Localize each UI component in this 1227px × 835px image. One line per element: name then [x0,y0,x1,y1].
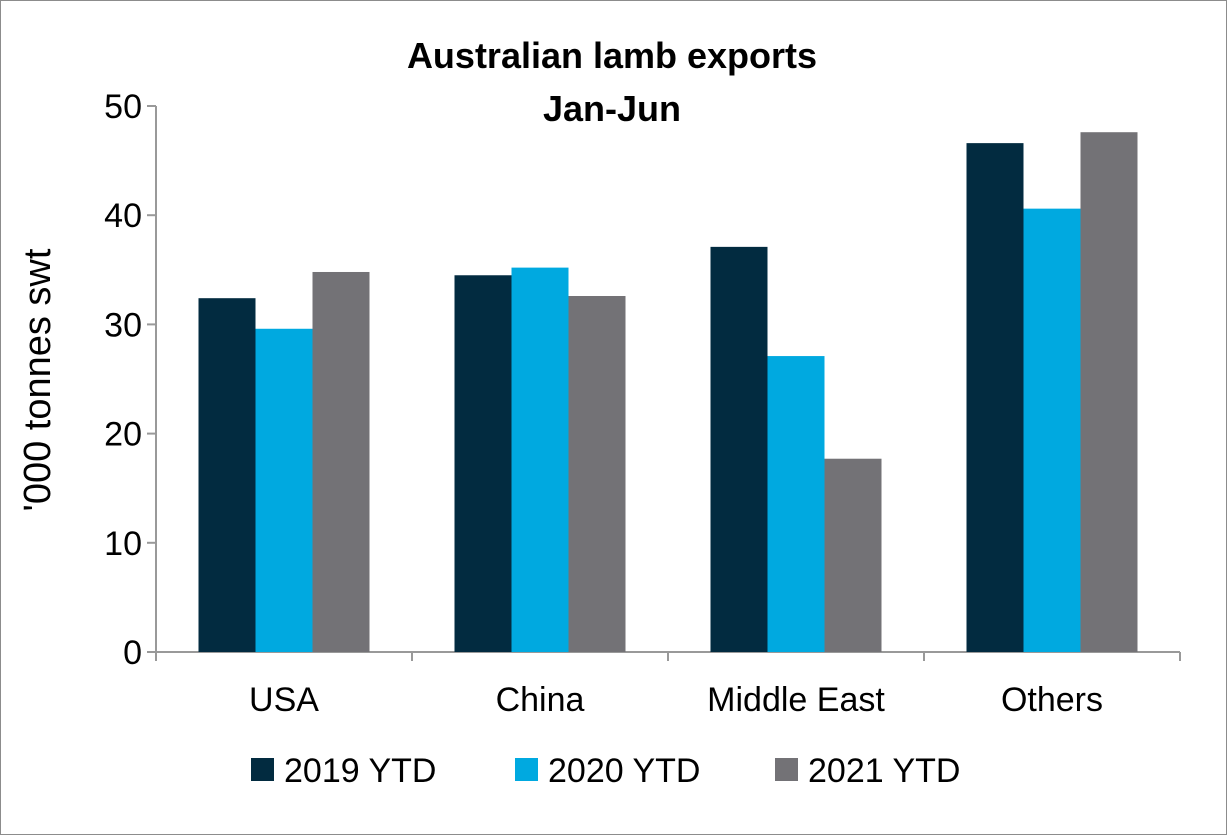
y-tick-label: 0 [123,634,142,672]
category-labels: USA China Middle East Others [249,681,1103,719]
category-label: China [496,681,585,719]
bar [198,298,256,652]
bar [966,143,1024,653]
category-label: USA [249,681,319,719]
chart-title-line-2: Jan-Jun [543,88,681,129]
category-label: Others [1001,681,1103,719]
legend-swatch [251,758,274,781]
bar [255,328,313,652]
bar [767,356,825,652]
legend-label: 2021 YTD [808,752,960,790]
bar [568,296,626,652]
legend-label: 2019 YTD [284,752,436,790]
bar [511,267,569,652]
y-axis-label: '000 tonnes swt [17,248,59,511]
y-tick-label: 10 [104,525,142,563]
y-tick-label: 30 [104,306,142,344]
legend-label: 2020 YTD [548,752,700,790]
chart-title-line-1: Australian lamb exports [407,35,817,76]
category-label: Middle East [707,681,885,719]
bar [1080,132,1138,652]
bar [454,275,512,652]
y-tick-label: 20 [104,416,142,454]
bars-group [198,132,1138,653]
bar [312,271,370,652]
bar [710,246,768,653]
legend-swatch [515,758,538,781]
legend-swatch [775,758,798,781]
y-tick-label: 40 [104,197,142,235]
bar [1023,208,1081,652]
legend: 2019 YTD 2020 YTD 2021 YTD [251,752,960,790]
bar [824,458,882,652]
y-tick-label: 50 [104,88,142,126]
